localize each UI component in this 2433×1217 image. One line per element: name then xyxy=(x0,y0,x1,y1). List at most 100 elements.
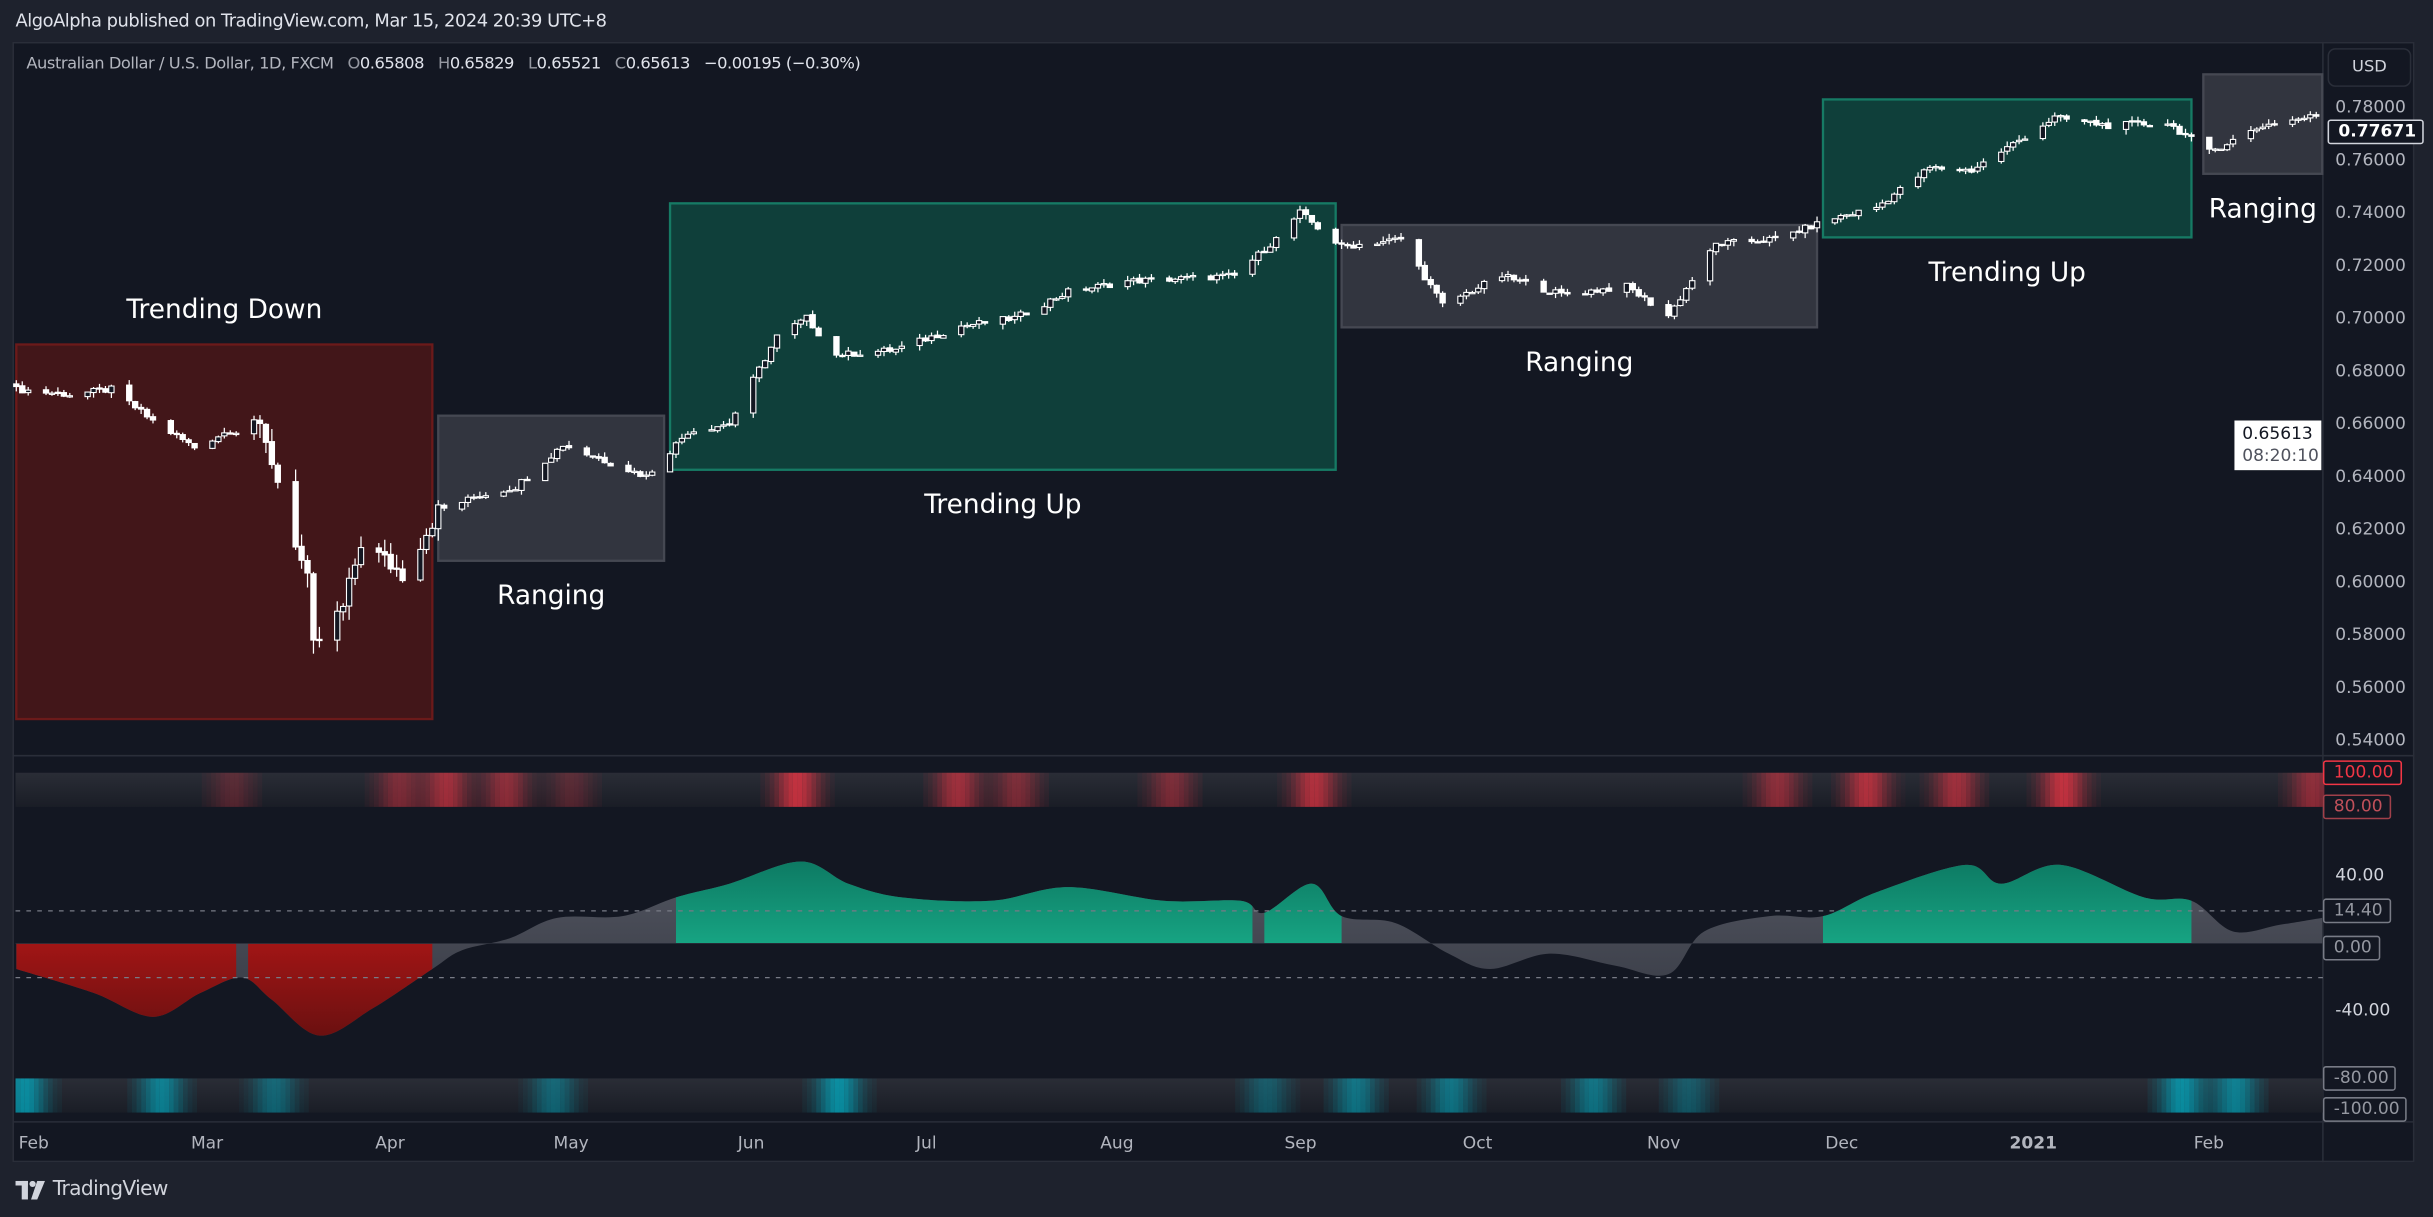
candle-up xyxy=(1290,218,1298,239)
overbought-heat-cell xyxy=(1803,772,1808,807)
candle-down xyxy=(1605,287,1613,292)
candle-down xyxy=(851,351,858,357)
price-tick: 0.70000 xyxy=(2335,308,2406,329)
candle-down xyxy=(387,553,394,570)
overbought-heat-cell xyxy=(825,772,831,807)
overbought-heat-cell xyxy=(988,772,994,807)
oversold-heat-cell xyxy=(1267,1078,1273,1113)
overbought-heat-cell xyxy=(211,772,216,807)
candle-up xyxy=(975,320,983,325)
overbought-heat-cell xyxy=(1765,772,1771,807)
last-price-tag: 0.77671 xyxy=(2327,119,2424,145)
candle-up xyxy=(1683,288,1690,301)
overbought-heat-cell xyxy=(1896,772,1901,807)
overbought-heat-cell xyxy=(2026,772,2032,807)
candle-up xyxy=(1623,282,1631,293)
candle-down xyxy=(1516,279,1524,282)
overbought-heat-cell xyxy=(1300,772,1305,807)
candle-down xyxy=(726,423,733,426)
oversold-heat-cell xyxy=(2254,1078,2260,1113)
candle-up xyxy=(2039,125,2047,140)
candle-up xyxy=(1041,306,1048,315)
oversold-heat-cell xyxy=(541,1078,547,1113)
overbought-heat-cell xyxy=(2045,772,2050,807)
candle-up xyxy=(1671,305,1678,317)
overbought-heat-cell xyxy=(392,772,398,807)
candle-down xyxy=(1641,295,1648,298)
overbought-heat-cell xyxy=(578,772,584,807)
overbought-heat-cell xyxy=(1858,772,1864,807)
candle-down xyxy=(2206,136,2213,150)
overbought-heat-cell xyxy=(1183,772,1189,807)
publish-bar: AlgoAlpha published on TradingView.com, … xyxy=(0,0,2433,40)
time-tick: Feb xyxy=(2193,1132,2224,1153)
oversold-heat-cell xyxy=(1360,1078,1366,1113)
overbought-heat-cell xyxy=(1900,772,1906,807)
overbought-heat-cell xyxy=(969,772,975,807)
candle-up xyxy=(1724,240,1732,246)
candle-up xyxy=(1255,251,1262,261)
tradingview-logo[interactable]: TradingView xyxy=(15,1178,168,1201)
overbought-heat-cell xyxy=(2073,772,2078,807)
candle-down xyxy=(839,354,846,358)
overbought-heat-cell xyxy=(1304,772,1310,807)
candle-up xyxy=(66,395,73,398)
overbought-heat-cell xyxy=(588,772,593,807)
oversold-heat-cell xyxy=(546,1078,551,1113)
oversold-heat-cell xyxy=(1477,1078,1482,1113)
candle-down xyxy=(316,638,323,642)
overbought-heat-cell xyxy=(574,772,579,807)
osc-tick-minus-40: -40.00 xyxy=(2335,1000,2391,1021)
oscillator-area-trending-up xyxy=(675,861,1253,944)
candle-up xyxy=(1974,166,1981,172)
overbought-heat-cell xyxy=(490,772,495,807)
regime-boxes xyxy=(15,73,2324,721)
overbought-heat-cell xyxy=(406,772,412,807)
oversold-heat-cell xyxy=(1574,1078,1580,1113)
candle-up xyxy=(1885,200,1892,205)
candle-up xyxy=(1980,161,1987,168)
candle-down xyxy=(1332,228,1339,244)
candle-down xyxy=(934,334,941,339)
candle-up xyxy=(928,335,935,342)
overbought-heat-cell xyxy=(2040,772,2046,807)
overbought-heat-cell xyxy=(1928,772,1934,807)
candle-up xyxy=(1391,237,1399,240)
overbought-heat-cell xyxy=(550,772,556,807)
currency-button[interactable]: USD xyxy=(2327,48,2412,87)
candle-up xyxy=(1879,202,1886,208)
candle-down xyxy=(981,321,989,324)
overbought-heat-cell xyxy=(471,772,477,807)
overbought-heat-cell xyxy=(2068,772,2074,807)
candle-down xyxy=(102,388,109,393)
candle-down xyxy=(1207,275,1215,281)
oversold-heat-cell xyxy=(2222,1078,2227,1113)
overbought-heat-cell xyxy=(532,772,537,807)
candle-down xyxy=(815,327,822,337)
candle-down xyxy=(1344,243,1351,247)
overbought-heat-cell xyxy=(569,772,575,807)
overbought-heat-cell xyxy=(243,772,249,807)
overbought-heat-cell xyxy=(2301,772,2306,807)
oversold-heat-cell xyxy=(2212,1078,2218,1113)
candle-down xyxy=(1308,214,1316,223)
candle-up xyxy=(1219,273,1226,277)
overbought-heat-cell xyxy=(1751,772,1757,807)
oversold-heat-cell xyxy=(2235,1078,2241,1113)
overbought-heat-cell xyxy=(1938,772,1943,807)
overbought-heat-cell xyxy=(1807,772,1813,807)
oversold-heat-cell xyxy=(1239,1078,1245,1113)
overbought-extreme-tag: 100.00 xyxy=(2322,760,2402,786)
oversold-heat-cell xyxy=(522,1078,528,1113)
candle-down xyxy=(1261,250,1268,254)
candle-up xyxy=(553,448,561,460)
candle-down xyxy=(1629,283,1636,291)
overbought-heat-cell xyxy=(2305,772,2311,807)
candle-up xyxy=(458,501,466,510)
overbought-heat-cell xyxy=(955,772,961,807)
overbought-heat-cell xyxy=(420,772,426,807)
publish-info: AlgoAlpha published on TradingView.com, … xyxy=(15,9,607,32)
candle-up xyxy=(720,424,727,427)
symbol-legend[interactable]: Australian Dollar / U.S. Dollar, 1D, FXC… xyxy=(26,54,860,73)
